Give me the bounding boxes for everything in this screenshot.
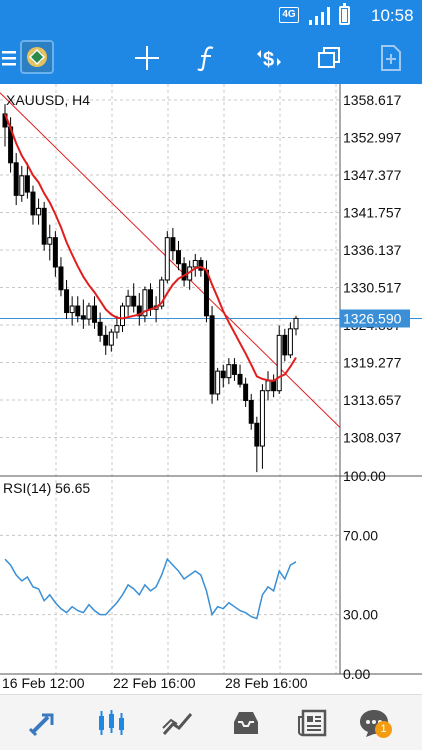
rsi-tick-label: 70.00 bbox=[343, 527, 378, 543]
candle-body bbox=[237, 373, 243, 385]
candle-body bbox=[30, 191, 36, 216]
candle-body bbox=[114, 325, 120, 333]
candle-body bbox=[293, 317, 299, 330]
status-time: 10:58 bbox=[371, 6, 414, 25]
trade-icon[interactable]: $ bbox=[253, 42, 285, 74]
candle-body bbox=[69, 305, 75, 314]
candle-body bbox=[243, 383, 249, 401]
moving-average-line bbox=[4, 113, 297, 382]
price-tick-label: 1308.037 bbox=[343, 430, 402, 446]
candle-body bbox=[159, 279, 165, 307]
candle-body bbox=[120, 305, 126, 327]
indicators-icon[interactable] bbox=[191, 42, 223, 74]
date-label-3: 28 Feb 16:00 bbox=[225, 675, 308, 691]
candle-body bbox=[108, 331, 114, 346]
price-tick-label: 1341.757 bbox=[343, 205, 402, 221]
crosshair-icon[interactable] bbox=[131, 42, 163, 74]
price-tick-label: 1352.997 bbox=[343, 130, 402, 146]
candle-body bbox=[175, 250, 181, 265]
price-tick-label: 1313.657 bbox=[343, 392, 402, 408]
candle-body bbox=[148, 289, 153, 310]
price-tick-label: 1319.277 bbox=[343, 355, 402, 371]
rsi-indicator-label: RSI(14) 56.65 bbox=[3, 480, 91, 496]
nav-chart-icon[interactable] bbox=[92, 705, 132, 741]
candle-body bbox=[220, 370, 226, 379]
nav-trade-icon[interactable] bbox=[158, 705, 198, 741]
svg-text:$: $ bbox=[263, 49, 274, 71]
add-object-icon[interactable] bbox=[375, 42, 407, 74]
candle-body bbox=[282, 334, 288, 356]
candle-body bbox=[41, 207, 47, 245]
rsi-tick-label: 0.00 bbox=[343, 666, 370, 682]
current-price-tag bbox=[340, 309, 410, 328]
candle-body bbox=[58, 266, 64, 291]
rsi-tick-label: 100.00 bbox=[343, 468, 386, 484]
candle-body bbox=[64, 289, 70, 314]
candle-body bbox=[19, 175, 25, 196]
candle-body bbox=[287, 328, 293, 356]
candle-body bbox=[24, 175, 30, 193]
current-price-label: 1326.590 bbox=[343, 310, 402, 326]
menu-icon[interactable] bbox=[0, 42, 26, 74]
rsi-tick-label: 30.00 bbox=[343, 607, 378, 623]
nav-news-icon[interactable] bbox=[293, 705, 333, 741]
app-logo-icon[interactable] bbox=[20, 40, 54, 74]
candle-body bbox=[164, 237, 170, 281]
windows-icon[interactable] bbox=[313, 42, 345, 74]
candle-body bbox=[198, 259, 204, 271]
candle-body bbox=[276, 334, 282, 392]
candle-body bbox=[226, 364, 232, 379]
candle-body bbox=[75, 305, 81, 317]
candle-body bbox=[271, 380, 277, 392]
candle-body bbox=[231, 364, 237, 375]
candle-body bbox=[136, 305, 142, 317]
candle-body bbox=[181, 263, 187, 281]
candle-body bbox=[142, 289, 148, 317]
candle-body bbox=[36, 207, 42, 216]
candle-body bbox=[209, 315, 215, 395]
bottom-navigation bbox=[0, 694, 422, 750]
candle-body bbox=[86, 305, 92, 320]
nav-quotes-icon[interactable] bbox=[22, 705, 62, 741]
chart-area[interactable]: 1358.617 1352.997 1347.377 1341.757 1336.137… bbox=[0, 84, 422, 694]
candle-body bbox=[170, 237, 176, 252]
candle-body bbox=[265, 380, 271, 392]
battery-icon bbox=[339, 3, 350, 25]
candle-body bbox=[254, 422, 260, 447]
price-tick-label: 1330.517 bbox=[343, 280, 402, 296]
candle-body bbox=[13, 162, 19, 196]
date-label-1: 16 Feb 12:00 bbox=[2, 675, 85, 691]
candle-body bbox=[47, 237, 53, 245]
status-bar: 4G 10:58 bbox=[0, 0, 422, 32]
candle-body bbox=[92, 305, 98, 323]
candle-body bbox=[259, 390, 265, 447]
candle-body bbox=[52, 237, 58, 268]
candle-body bbox=[192, 259, 198, 268]
candle-body bbox=[203, 269, 209, 317]
network-type-indicator: 4G bbox=[279, 7, 299, 23]
chat-notification-badge: 1 bbox=[375, 721, 392, 738]
candle-body bbox=[248, 399, 254, 424]
candle-body bbox=[80, 315, 86, 320]
candle-body bbox=[103, 334, 109, 346]
symbol-timeframe-label: XAUUSD, H4 bbox=[6, 92, 91, 108]
candle-body bbox=[125, 295, 131, 307]
price-chart[interactable]: 1358.617 1352.997 1347.377 1341.757 1336.137… bbox=[0, 84, 422, 694]
price-tick-label: 1358.617 bbox=[343, 92, 402, 108]
price-tick-label: 1336.137 bbox=[343, 242, 402, 258]
rsi-line bbox=[4, 557, 297, 620]
candle-body bbox=[131, 295, 137, 307]
candle-body bbox=[215, 370, 221, 395]
price-tick-label: 1347.377 bbox=[343, 167, 402, 183]
signal-strength-icon bbox=[309, 7, 330, 25]
chart-toolbar: $ bbox=[0, 32, 422, 84]
date-label-2: 22 Feb 16:00 bbox=[113, 675, 196, 691]
nav-history-icon[interactable] bbox=[226, 705, 266, 741]
trendline bbox=[0, 92, 341, 428]
candle-body bbox=[97, 321, 103, 336]
